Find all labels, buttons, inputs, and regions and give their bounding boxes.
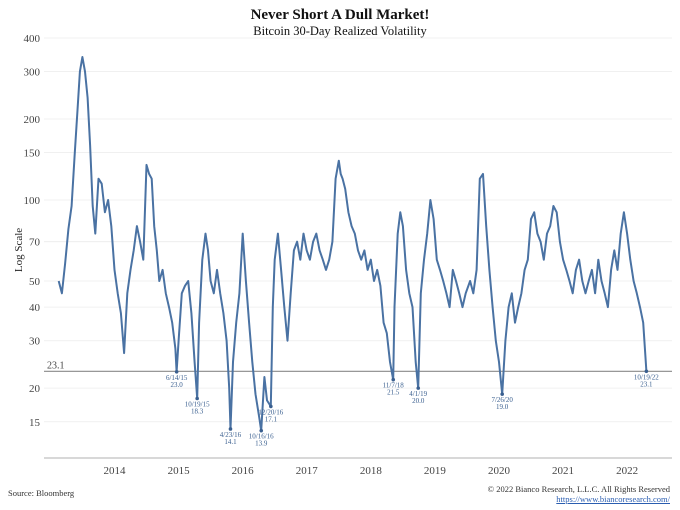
annotation-point bbox=[416, 386, 421, 390]
x-axis-ticks: 2014 2015 2016 2017 2018 2019 2020 2021 2022 bbox=[103, 465, 638, 477]
y-tick-label: 40 bbox=[29, 302, 41, 314]
annotation-value: 20.0 bbox=[412, 397, 425, 405]
annotation-date: 7/26/20 bbox=[491, 396, 513, 404]
annotation-point bbox=[195, 396, 199, 401]
x-tick-label: 2015 bbox=[168, 465, 191, 477]
copyright-text: © 2022 Bianco Research, L.L.C. All Right… bbox=[487, 484, 670, 494]
annotation-point bbox=[391, 377, 396, 382]
annotation-date: 10/19/15 bbox=[185, 401, 210, 409]
y-tick-label: 150 bbox=[24, 148, 41, 160]
y-tick-label: 100 bbox=[24, 195, 41, 207]
annotation-point bbox=[259, 428, 264, 433]
annotation-point bbox=[228, 427, 233, 431]
y-axis-label: Log Scale bbox=[13, 228, 25, 272]
y-axis-ticks: 15 20 30 40 50 70 100 150 200 300 400 bbox=[24, 33, 41, 429]
x-tick-label: 2016 bbox=[232, 465, 255, 477]
chart-area: 15 20 30 40 50 70 100 150 200 300 400 2014 2015 2016… bbox=[13, 33, 672, 477]
x-tick-label: 2019 bbox=[424, 465, 447, 477]
annotation-date: 10/16/16 bbox=[249, 433, 274, 441]
annotation-value: 14.1 bbox=[224, 438, 237, 446]
y-tick-label: 70 bbox=[29, 237, 41, 249]
y-tick-label: 50 bbox=[29, 276, 41, 288]
annotation-value: 23.1 bbox=[640, 380, 653, 388]
annotation-date: 4/23/16 bbox=[220, 431, 242, 439]
x-tick-label: 2021 bbox=[552, 465, 574, 477]
x-tick-label: 2014 bbox=[103, 465, 126, 477]
copyright-block: © 2022 Bianco Research, L.L.C. All Right… bbox=[488, 484, 670, 504]
reference-line-label: 23.1 bbox=[47, 360, 65, 371]
annotation-point bbox=[174, 369, 179, 374]
annotation-value: 13.9 bbox=[255, 440, 268, 448]
annotation-date: 6/14/15 bbox=[166, 374, 188, 382]
annotation-date: 10/19/22 bbox=[634, 373, 659, 381]
annotation-value: 23.0 bbox=[171, 381, 184, 389]
y-tick-label: 300 bbox=[24, 67, 41, 79]
annotation-value: 18.3 bbox=[191, 408, 204, 416]
chart-title: Never Short A Dull Market! bbox=[250, 7, 430, 23]
annotation-value: 19.0 bbox=[496, 403, 509, 411]
annotation-point bbox=[500, 392, 504, 396]
annotation-point bbox=[644, 369, 649, 374]
source-note: Source: Bloomberg bbox=[8, 488, 75, 498]
annotation-date: 4/1/19 bbox=[409, 390, 427, 398]
website-link[interactable]: https://www.biancoresearch.com/ bbox=[556, 494, 670, 504]
y-tick-label: 20 bbox=[29, 383, 41, 395]
x-tick-label: 2020 bbox=[488, 465, 511, 477]
y-tick-label: 30 bbox=[29, 336, 41, 348]
y-tick-label: 400 bbox=[24, 33, 41, 45]
series-line bbox=[57, 56, 648, 432]
chart-subtitle: Bitcoin 30-Day Realized Volatility bbox=[253, 24, 427, 38]
x-tick-label: 2018 bbox=[360, 465, 383, 477]
x-tick-label: 2017 bbox=[296, 465, 319, 477]
y-tick-label: 15 bbox=[29, 417, 41, 429]
annotation-value: 17.1 bbox=[265, 415, 278, 423]
gridlines bbox=[44, 37, 672, 423]
annotation-point bbox=[269, 404, 273, 409]
annotation-date: 11/7/18 bbox=[383, 382, 405, 390]
y-tick-label: 200 bbox=[24, 114, 41, 126]
annotation-date: 12/20/16 bbox=[258, 408, 283, 416]
x-tick-label: 2022 bbox=[616, 465, 638, 477]
annotation-value: 21.5 bbox=[387, 389, 400, 397]
